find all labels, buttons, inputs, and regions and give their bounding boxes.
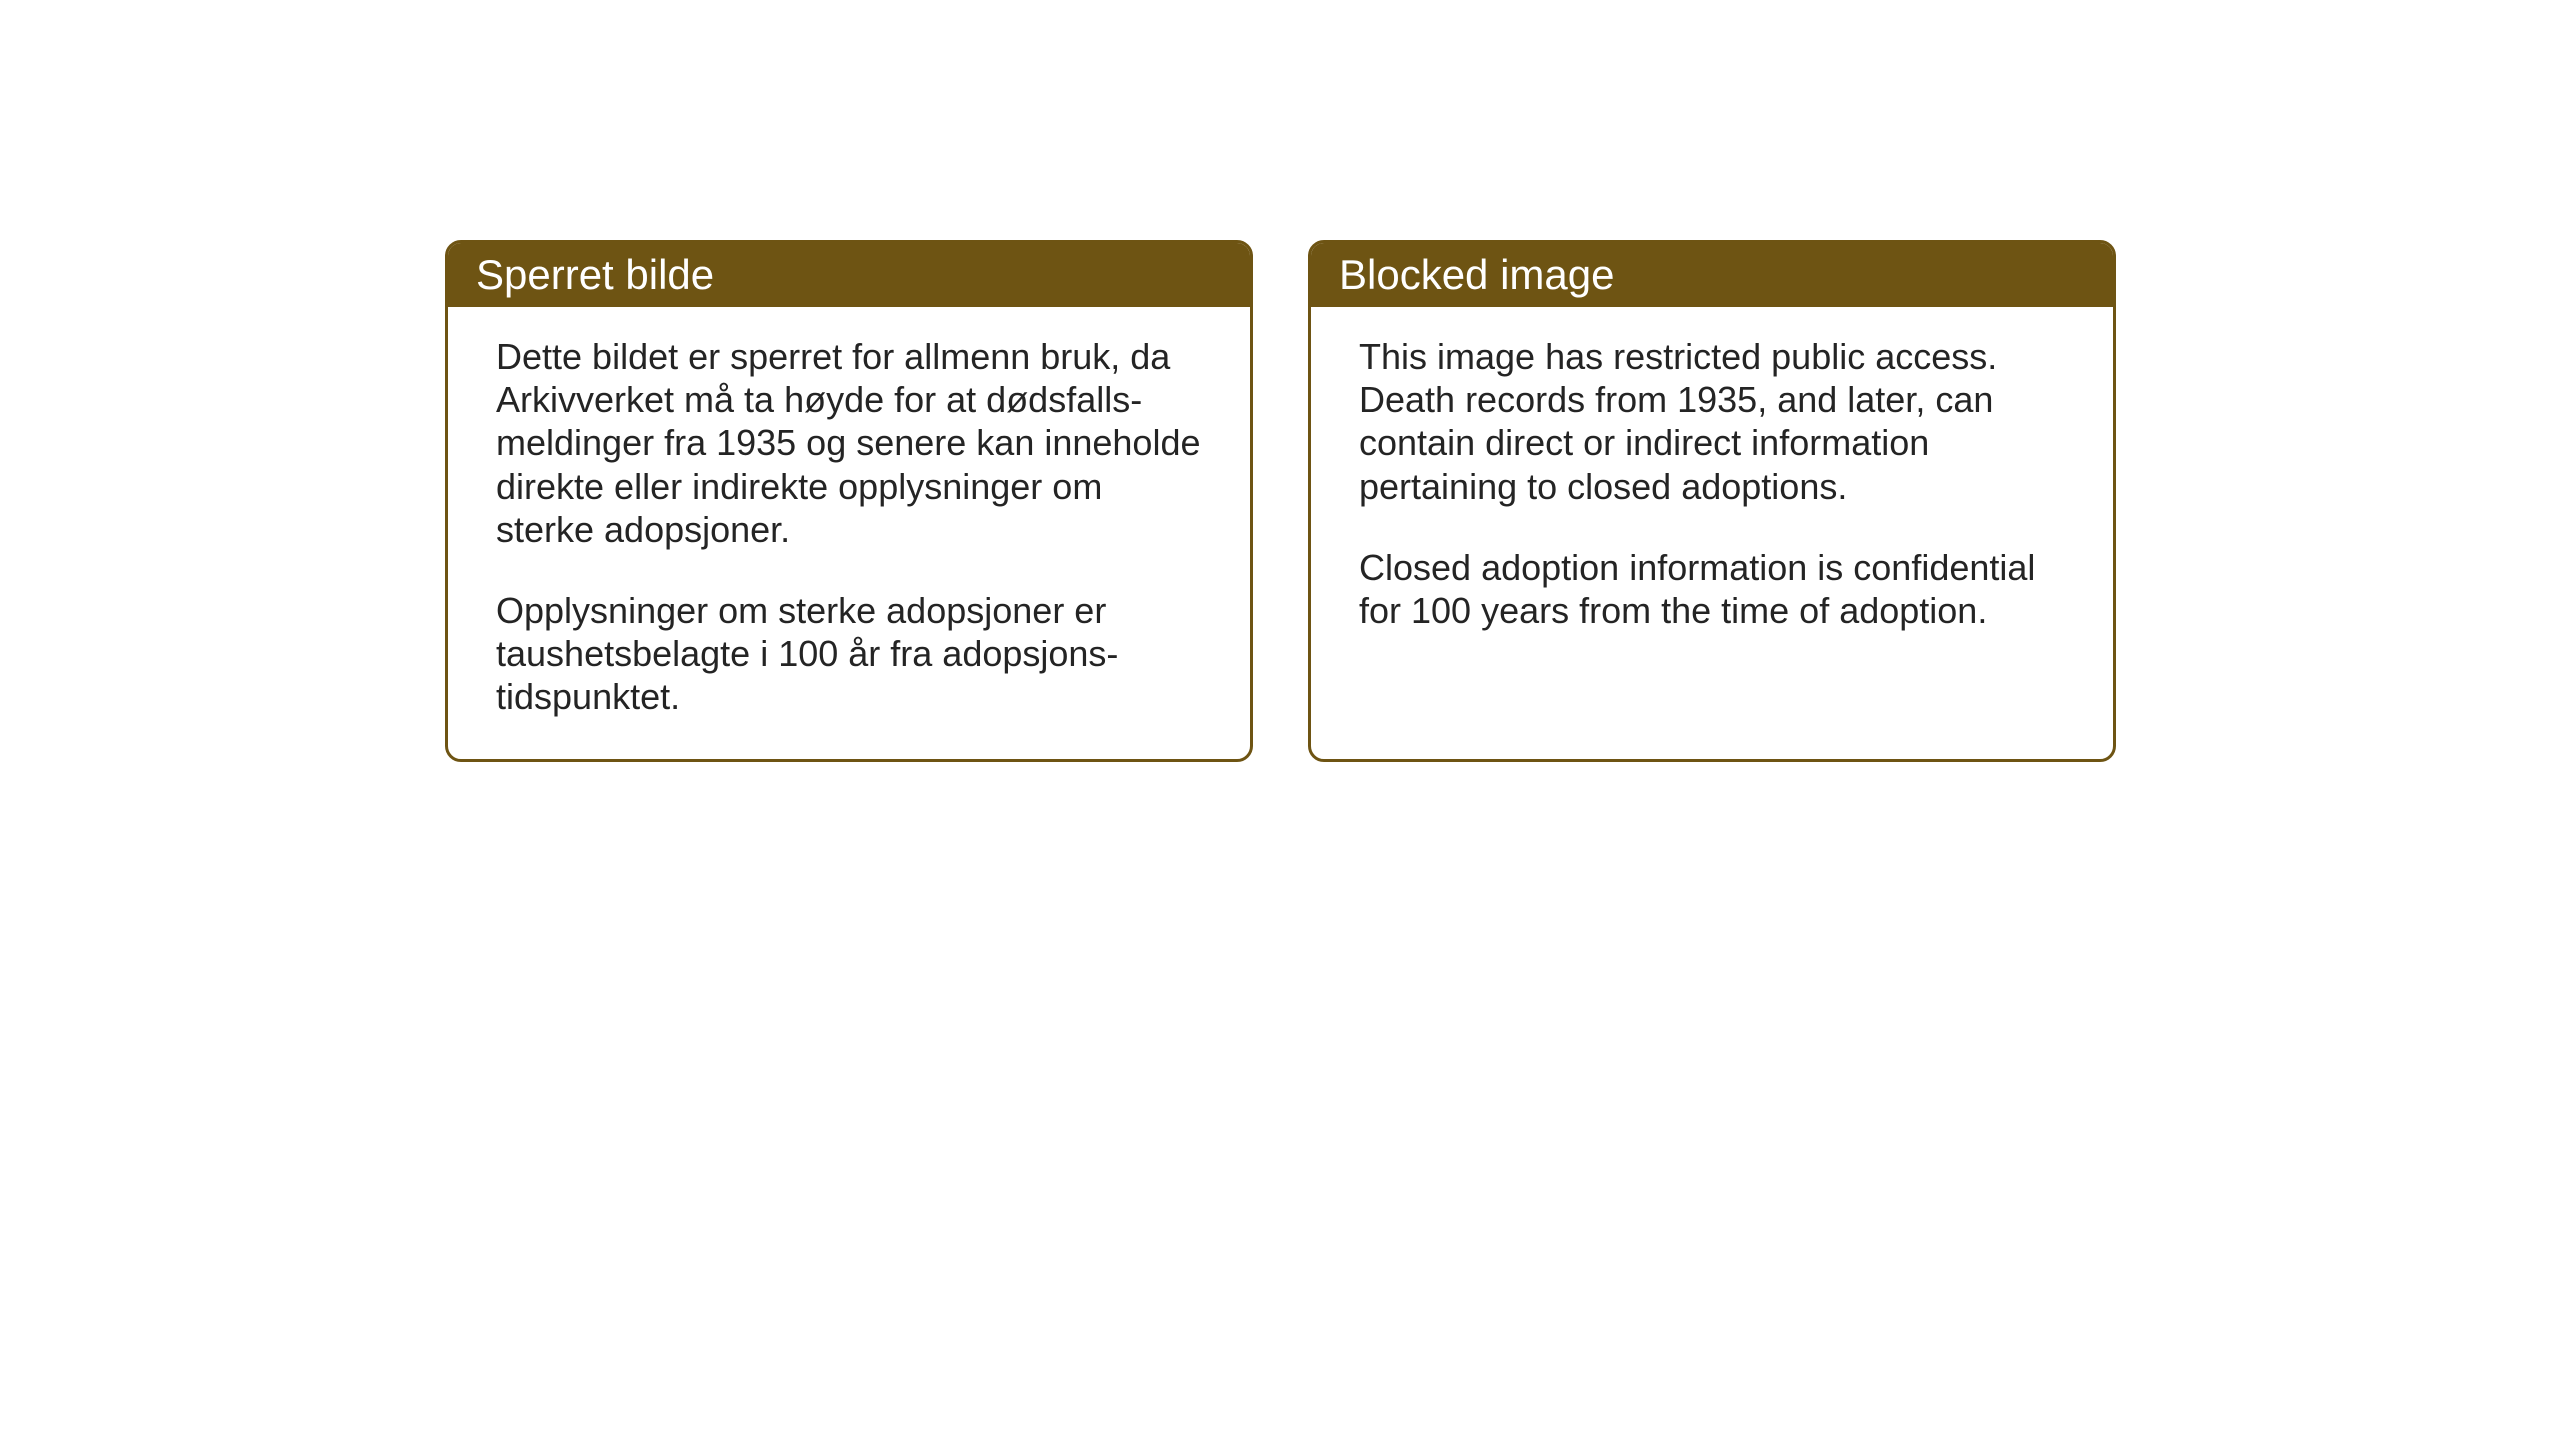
notice-card-english: Blocked image This image has restricted … [1308,240,2116,762]
card-body-english: This image has restricted public access.… [1311,307,2113,672]
paragraph-norwegian-2: Opplysninger om sterke adopsjoner er tau… [496,589,1202,719]
card-body-norwegian: Dette bildet er sperret for allmenn bruk… [448,307,1250,759]
notice-container: Sperret bilde Dette bildet er sperret fo… [445,240,2116,762]
paragraph-english-1: This image has restricted public access.… [1359,335,2065,508]
card-header-norwegian: Sperret bilde [448,243,1250,307]
paragraph-english-2: Closed adoption information is confident… [1359,546,2065,632]
card-header-english: Blocked image [1311,243,2113,307]
card-title-norwegian: Sperret bilde [476,251,714,298]
card-title-english: Blocked image [1339,251,1614,298]
paragraph-norwegian-1: Dette bildet er sperret for allmenn bruk… [496,335,1202,551]
notice-card-norwegian: Sperret bilde Dette bildet er sperret fo… [445,240,1253,762]
